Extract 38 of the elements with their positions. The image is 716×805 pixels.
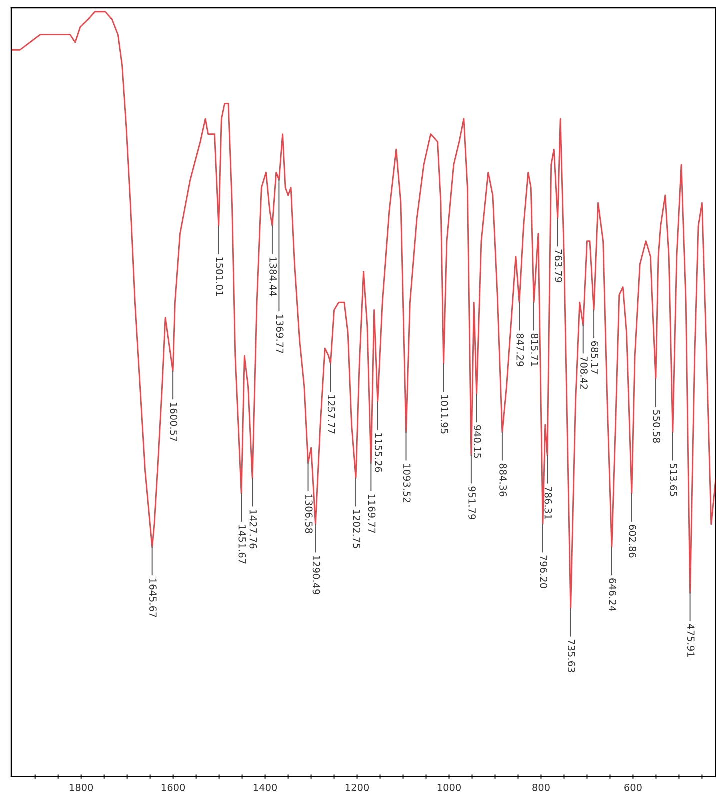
x-tick-label: 1200 bbox=[346, 784, 370, 792]
annotation: 1093.52 bbox=[403, 464, 411, 502]
annotation: 685.17 bbox=[591, 341, 599, 374]
x-tick-label: 1400 bbox=[254, 784, 278, 792]
annotation: 1645.67 bbox=[150, 579, 157, 618]
annotation: 796.20 bbox=[540, 556, 548, 588]
annotation: 1011.95 bbox=[440, 395, 448, 434]
annotation: 646.24 bbox=[609, 578, 616, 612]
annotation: 884.36 bbox=[500, 464, 507, 497]
annotation: 1257.77 bbox=[328, 395, 336, 434]
annotation: 735.63 bbox=[568, 640, 576, 672]
x-tick-label: 800 bbox=[532, 784, 550, 792]
annotation: 1290.49 bbox=[312, 556, 320, 595]
annotation: 1427.76 bbox=[250, 510, 258, 549]
annotation: 1451.67 bbox=[238, 525, 246, 564]
annotation: 708.42 bbox=[580, 356, 588, 390]
annotation: 815.71 bbox=[531, 334, 539, 366]
annotation: 475.91 bbox=[687, 624, 695, 657]
annotation: 951.79 bbox=[468, 486, 476, 520]
annotation: 1369.77 bbox=[276, 315, 284, 354]
x-tick-label: 1800 bbox=[70, 784, 94, 792]
x-tick-label: 600 bbox=[624, 784, 642, 792]
annotation: 1384.44 bbox=[270, 258, 277, 296]
annotation: 1501.01 bbox=[216, 258, 224, 296]
annotation: 763.79 bbox=[555, 250, 562, 282]
x-tick-label: 1600 bbox=[162, 784, 186, 792]
annotation: 513.65 bbox=[670, 464, 678, 496]
annotation: 1169.77 bbox=[368, 494, 376, 534]
annotation: 847.29 bbox=[516, 334, 524, 366]
x-tick-label: 1000 bbox=[438, 784, 461, 792]
annotation: 1155.26 bbox=[375, 434, 382, 472]
annotation: 1306.58 bbox=[305, 494, 313, 534]
annotation: 602.86 bbox=[629, 525, 636, 558]
annotation: 1600.57 bbox=[170, 403, 178, 442]
annotation: 786.31 bbox=[544, 486, 552, 520]
annotation: 550.58 bbox=[653, 410, 660, 443]
annotation: 940.15 bbox=[474, 426, 482, 458]
annotation: 1202.75 bbox=[353, 510, 361, 548]
